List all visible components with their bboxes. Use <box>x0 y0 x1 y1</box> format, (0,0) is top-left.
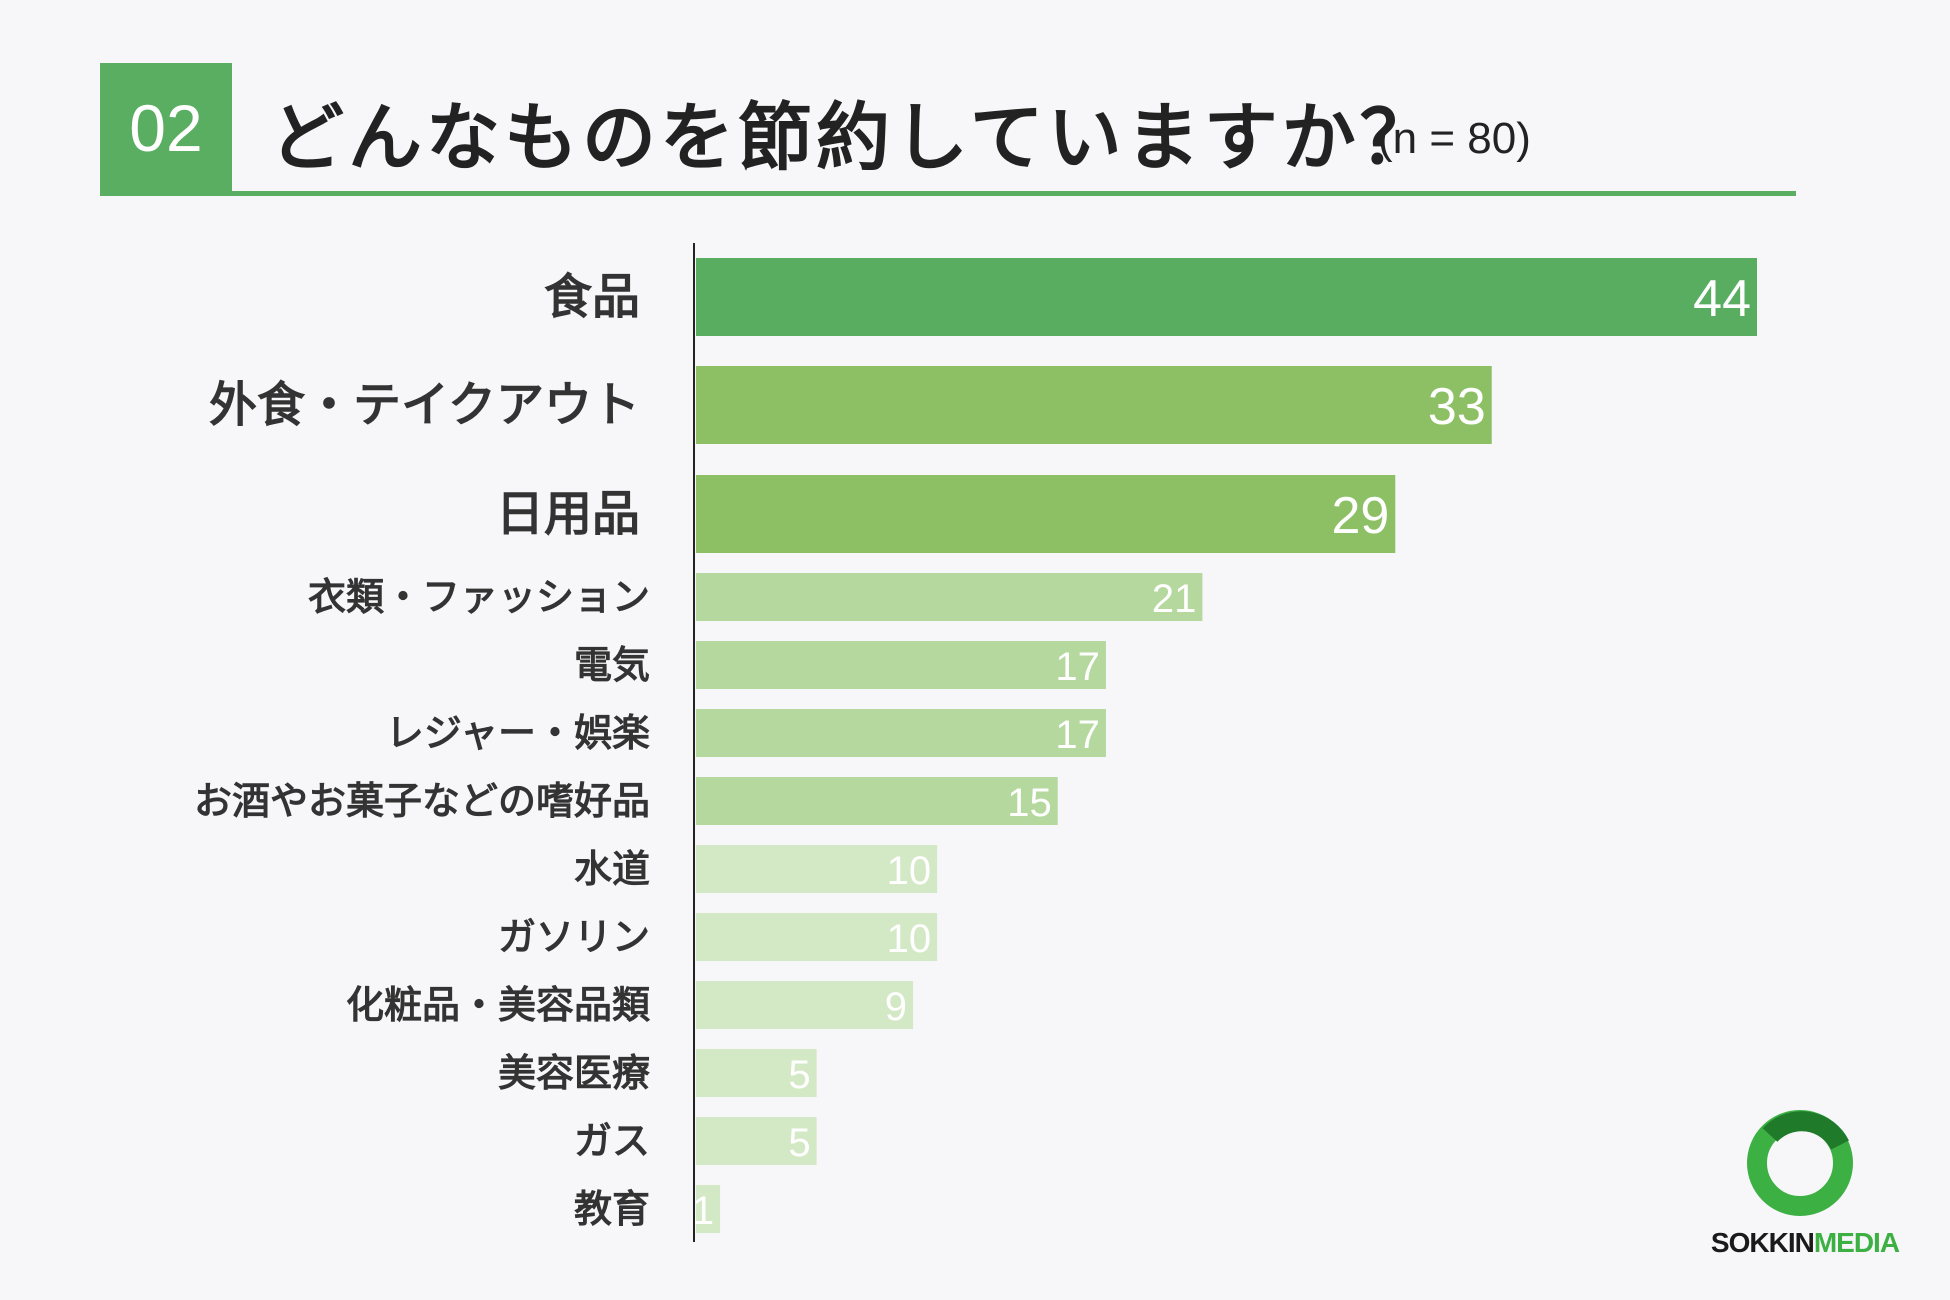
logo-text-sokkin: SOKKIN <box>1710 1227 1815 1258</box>
category-label-5: レジャー・娯楽 <box>386 711 650 755</box>
sokkin-media-logo: SOKKINMEDIA <box>1690 1105 1920 1265</box>
value-label-3: 21 <box>1152 577 1197 621</box>
value-label-8: 10 <box>887 917 932 961</box>
value-label-1: 33 <box>1428 378 1486 436</box>
category-label-11: ガス <box>574 1119 650 1163</box>
value-label-7: 10 <box>887 849 932 893</box>
category-label-9: 化粧品・美容品類 <box>346 983 651 1027</box>
bar-6 <box>696 777 1058 825</box>
value-label-4: 17 <box>1055 645 1100 689</box>
bar-9 <box>696 981 914 1029</box>
category-label-3: 衣類・ファッション <box>308 575 650 619</box>
logo-text-media: MEDIA <box>1813 1227 1900 1258</box>
value-label-10: 5 <box>788 1053 810 1097</box>
sample-size: (n = 80) <box>1378 114 1531 163</box>
bar-4 <box>696 641 1106 689</box>
bar-5 <box>696 709 1106 757</box>
category-label-12: 教育 <box>574 1187 650 1231</box>
value-label-0: 44 <box>1693 270 1751 328</box>
question-number-badge: 02 <box>100 63 232 193</box>
bar-11 <box>696 1117 817 1165</box>
ring-icon <box>1747 1110 1853 1216</box>
value-label-9: 9 <box>885 985 907 1029</box>
bar-12 <box>696 1185 721 1233</box>
category-label-4: 電気 <box>574 643 650 687</box>
value-label-2: 29 <box>1331 487 1389 545</box>
page-title: どんなものを節約していますか？ <box>270 95 1438 181</box>
header-divider <box>100 191 1796 196</box>
category-label-1: 外食・テイクアウト <box>209 377 640 433</box>
bar-8 <box>696 913 938 961</box>
bar-2 <box>696 475 1396 553</box>
bar-0 <box>696 258 1757 336</box>
category-label-0: 食品 <box>544 269 640 325</box>
bar-3 <box>696 573 1203 621</box>
value-label-12: 1 <box>692 1189 714 1233</box>
value-label-6: 15 <box>1007 781 1052 825</box>
bar-10 <box>696 1049 817 1097</box>
value-label-5: 17 <box>1055 713 1100 757</box>
category-label-7: 水道 <box>574 847 650 891</box>
bar-7 <box>696 845 938 893</box>
category-label-6: お酒やお菓子などの嗜好品 <box>194 779 650 823</box>
category-label-10: 美容医療 <box>498 1051 651 1095</box>
category-label-8: ガソリン <box>498 915 650 959</box>
bar-1 <box>696 366 1492 444</box>
logo-wordmark: SOKKINMEDIA <box>1690 1227 1920 1259</box>
category-label-2: 日用品 <box>496 486 640 542</box>
value-label-11: 5 <box>788 1121 810 1165</box>
